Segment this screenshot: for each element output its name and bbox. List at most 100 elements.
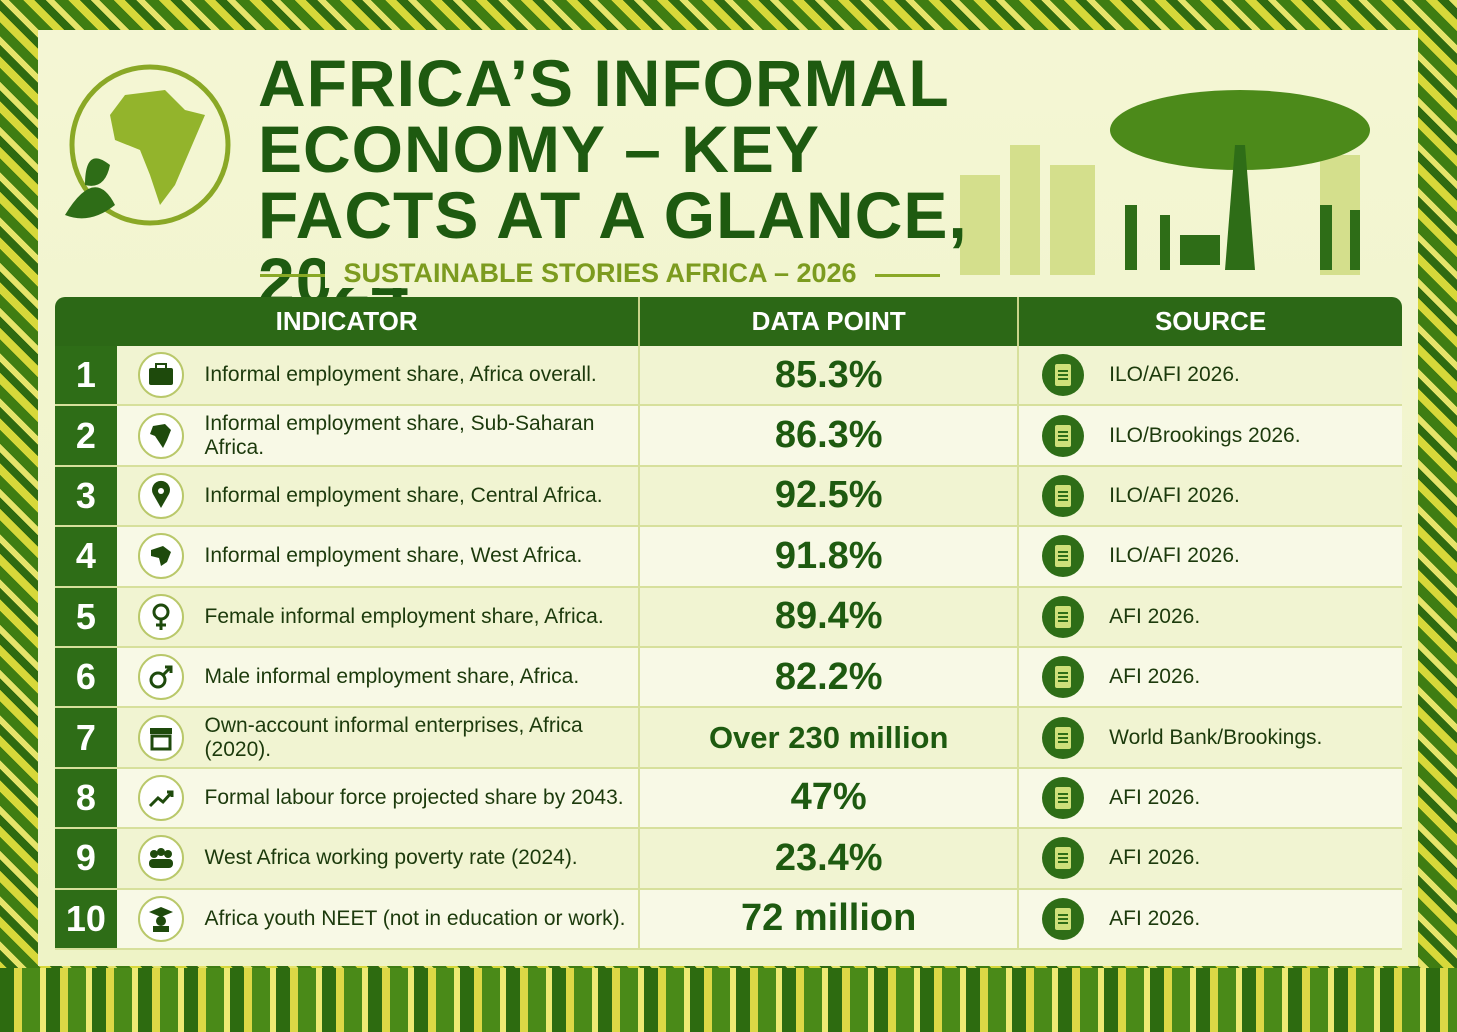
row-number: 7: [55, 708, 117, 767]
source-icon: [1042, 474, 1085, 517]
logo: [65, 64, 231, 226]
icon: [137, 472, 184, 519]
source: AFI 2026.: [1109, 604, 1201, 628]
source: ILO/AFI 2026.: [1109, 483, 1240, 507]
source-icon: [1042, 837, 1085, 880]
icon: [137, 654, 184, 701]
table-row: 5 Female informal employment share, Afric…: [55, 587, 1402, 648]
table-header: INDICATOR DATA POINT SOURCE: [55, 297, 1402, 346]
scene: [960, 90, 1370, 275]
icon: [137, 835, 184, 882]
icon-cell: [117, 406, 205, 464]
source-cell: World Bank/Brookings.: [1019, 708, 1402, 766]
source-cell: ILO/AFI 2026.: [1019, 467, 1402, 525]
table-row: 2 Informal employment share, Sub-Saharan …: [55, 406, 1402, 467]
indicator: Africa youth NEET (not in education or w…: [205, 889, 641, 948]
source-cell: ILO/AFI 2026.: [1019, 527, 1402, 585]
data-point: 85.3%: [640, 346, 1020, 405]
data-point: 47%: [640, 768, 1020, 828]
icon: [137, 714, 184, 761]
source: AFI 2026.: [1109, 846, 1201, 870]
source-cell: AFI 2026.: [1019, 829, 1402, 887]
row-number: 9: [55, 829, 117, 888]
indicator: Informal employment share, Central Afric…: [205, 466, 641, 526]
icon: [137, 895, 184, 942]
indicator: Informal employment share, West Africa.: [205, 527, 641, 586]
icon: [137, 352, 184, 399]
source: ILO/Brookings 2026.: [1109, 423, 1301, 447]
row-number: 6: [55, 647, 117, 707]
table-body: 1 Informal employment share, Africa overa…: [55, 346, 1402, 950]
row-number: 4: [55, 527, 117, 586]
data-point: 89.4%: [640, 587, 1020, 646]
row-number: 3: [55, 466, 117, 526]
source: ILO/AFI 2026.: [1109, 544, 1240, 568]
table-row: 8 Formal labour force projected share by …: [55, 768, 1402, 830]
row-number: 5: [55, 587, 117, 646]
icon-cell: [117, 527, 205, 585]
icon: [137, 774, 184, 821]
indicator: Male informal employment share, Africa.: [205, 647, 641, 707]
row-number: 1: [55, 346, 117, 405]
source-cell: AFI 2026.: [1019, 890, 1402, 948]
icon-cell: [117, 708, 205, 766]
table-row: 1 Informal employment share, Africa overa…: [55, 346, 1402, 407]
source: AFI 2026.: [1109, 906, 1201, 930]
data-point: 82.2%: [640, 647, 1020, 707]
subtitle-wrap: SUSTAINABLE STORIES AFRICA – 2026: [260, 258, 940, 289]
source-cell: ILO/Brookings 2026.: [1019, 406, 1402, 464]
icon-cell: [117, 769, 205, 827]
source-cell: AFI 2026.: [1019, 648, 1402, 706]
source-icon: [1042, 656, 1085, 699]
column-header: INDICATOR: [55, 297, 641, 346]
icon-cell: [117, 346, 205, 404]
icon-cell: [117, 467, 205, 525]
source-icon: [1042, 354, 1085, 397]
source-cell: ILO/AFI 2026.: [1019, 346, 1402, 404]
indicator: Female informal employment share, Africa…: [205, 587, 641, 646]
data-point: 86.3%: [640, 406, 1020, 465]
row-number: 8: [55, 768, 117, 828]
indicator: Formal labour force projected share by 2…: [205, 768, 641, 828]
source-cell: AFI 2026.: [1019, 769, 1402, 827]
data-point: 91.8%: [640, 527, 1020, 586]
icon-cell: [117, 829, 205, 887]
icon-cell: [117, 648, 205, 706]
source-icon: [1042, 595, 1085, 638]
table-row: 7 Own-account informal enterprises, Afric…: [55, 708, 1402, 769]
row-number: 2: [55, 406, 117, 465]
indicator: Informal employment share, Sub-Saharan A…: [205, 406, 641, 465]
table-row: 9 West Africa working poverty rate (2024)…: [55, 829, 1402, 890]
source-cell: AFI 2026.: [1019, 588, 1402, 646]
source: AFI 2026.: [1109, 665, 1201, 689]
border-band: [0, 968, 1457, 1032]
table-row: 10 Africa youth NEET (not in education or…: [55, 889, 1402, 950]
source: World Bank/Brookings.: [1109, 725, 1323, 749]
source: AFI 2026.: [1109, 785, 1201, 809]
row-number: 10: [55, 889, 117, 948]
icon-cell: [117, 890, 205, 948]
subtitle: SUSTAINABLE STORIES AFRICA – 2026: [325, 258, 875, 288]
icon: [137, 412, 184, 459]
source-icon: [1042, 776, 1085, 819]
data-point: Over 230 million: [640, 708, 1020, 767]
table-row: 6 Male informal employment share, Africa.…: [55, 647, 1402, 709]
indicator: West Africa working poverty rate (2024).: [205, 829, 641, 888]
source-icon: [1042, 716, 1085, 759]
table-row: 4 Informal employment share, West Africa.…: [55, 527, 1402, 588]
data-point: 23.4%: [640, 829, 1020, 888]
icon-cell: [117, 588, 205, 646]
table-row: 3 Informal employment share, Central Afri…: [55, 466, 1402, 528]
source-icon: [1042, 897, 1085, 940]
source: ILO/AFI 2026.: [1109, 363, 1240, 387]
source-icon: [1042, 535, 1085, 578]
icon: [137, 533, 184, 580]
column-header: DATA POINT: [640, 297, 1020, 346]
source-icon: [1042, 414, 1085, 457]
indicator: Own-account informal enterprises, Africa…: [205, 708, 641, 767]
icon: [137, 593, 184, 640]
data-point: 72 million: [640, 889, 1020, 948]
data-point: 92.5%: [640, 466, 1020, 526]
indicator: Informal employment share, Africa overal…: [205, 346, 641, 405]
